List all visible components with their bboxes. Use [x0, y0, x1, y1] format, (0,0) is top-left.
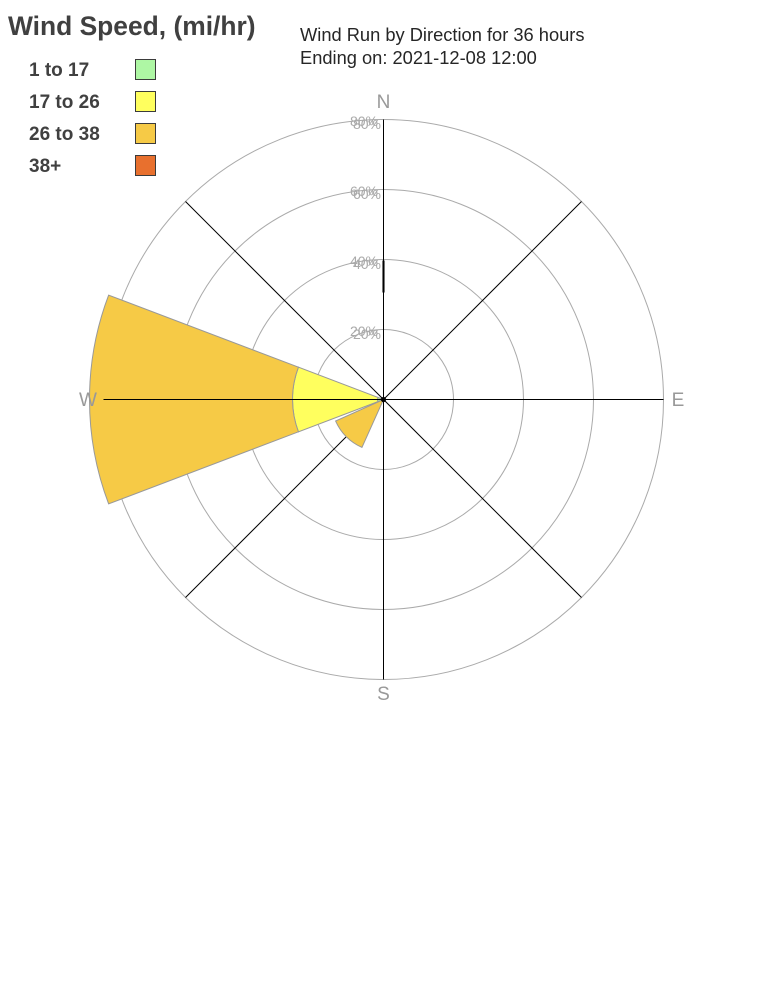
- svg-text:E: E: [672, 390, 685, 411]
- svg-text:W: W: [79, 390, 97, 411]
- svg-text:20%: 20%: [353, 326, 381, 342]
- svg-text:40%: 40%: [353, 256, 381, 272]
- svg-text:S: S: [377, 684, 390, 705]
- svg-text:60%: 60%: [353, 186, 381, 202]
- svg-text:N: N: [377, 92, 391, 113]
- svg-text:80%: 80%: [353, 116, 381, 132]
